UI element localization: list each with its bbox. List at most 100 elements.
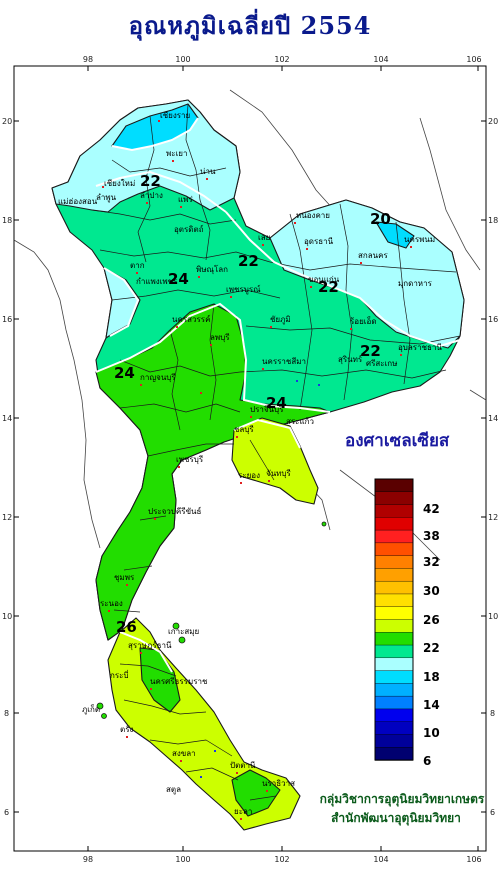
legend-swatch — [374, 657, 414, 672]
unit-label: องศาเซลเซียส — [345, 430, 450, 451]
isotherm-label: 24 — [114, 364, 135, 382]
credit-line-2: สำนักพัฒนาอุตุนิยมวิทยา — [331, 811, 461, 826]
x-tick-top: 102 — [274, 55, 289, 64]
y-tick-right: 14 — [488, 414, 498, 423]
legend-swatch — [374, 734, 414, 748]
place-label: สตูล — [166, 785, 181, 795]
place-label: นราธิวาส — [262, 779, 295, 788]
legend-label: 26 — [423, 613, 440, 627]
station-markers — [102, 120, 412, 820]
place-label: พิษณุโลก — [196, 264, 228, 274]
legend-swatch — [374, 619, 414, 633]
isotherm-label: 22 — [318, 278, 339, 296]
legend-swatch — [374, 632, 414, 646]
thailand-map — [51, 99, 465, 831]
x-tick-top: 98 — [83, 55, 93, 64]
legend-swatch — [374, 721, 414, 736]
legend-frame — [374, 478, 414, 761]
y-tick-left: 12 — [2, 513, 12, 522]
isotherm-label: 22 — [360, 342, 381, 360]
y-tick-right: 10 — [488, 612, 498, 621]
legend-swatch — [374, 670, 414, 685]
y-tick-right: 18 — [488, 216, 498, 225]
place-label: จันทบุรี — [266, 469, 292, 478]
x-tick-top: 106 — [466, 55, 481, 64]
place-label: อุดรธานี — [304, 237, 334, 246]
y-tick-left: 20 — [2, 117, 12, 126]
legend-swatch — [374, 708, 414, 723]
x-tick-bottom: 102 — [274, 855, 289, 864]
legend-swatch — [374, 606, 414, 621]
isotherm-lines — [95, 117, 461, 673]
isotherm-label: 26 — [116, 618, 137, 636]
legend-swatch — [374, 580, 414, 595]
legend-swatch — [374, 491, 414, 506]
isotherm-label: 24 — [168, 270, 189, 288]
legend-swatch — [374, 683, 414, 697]
y-tick-right: 6 — [490, 808, 495, 817]
place-label: นครพนม — [404, 235, 435, 244]
y-tick-right: 12 — [488, 513, 498, 522]
place-label: สุราษฎร์ธานี — [128, 640, 172, 650]
place-label: ชลบุรี — [234, 425, 254, 434]
place-label: ตรัง — [120, 725, 133, 734]
place-label: หนองคาย — [296, 211, 330, 220]
legend-swatch — [374, 542, 414, 557]
legend-swatch — [374, 644, 414, 659]
place-label: เกาะสมุย — [168, 627, 199, 636]
legend-swatch — [374, 504, 414, 519]
x-tick-bottom: 98 — [83, 855, 93, 864]
legend-color-bar — [374, 478, 414, 761]
place-label: สระแก้ว — [286, 417, 314, 426]
x-tick-top: 104 — [373, 55, 388, 64]
legend-label: 42 — [423, 502, 440, 516]
place-label: ขอนแก่น — [308, 275, 340, 284]
map-title: อุณหภูมิเฉลี่ยปี 2554 — [128, 11, 372, 40]
place-label: เชียงราย — [160, 111, 190, 120]
place-label: สกลนคร — [358, 251, 388, 260]
x-tick-bottom: 100 — [175, 855, 190, 864]
place-label: เลย — [258, 233, 270, 242]
legend-label: 22 — [423, 641, 440, 655]
isotherm-label: 22 — [140, 172, 161, 190]
zone-26-central — [95, 303, 331, 641]
isotherm-label: 22 — [238, 252, 259, 270]
station-markers-blue — [200, 380, 320, 778]
place-label: เพชรบูรณ์ — [226, 284, 261, 295]
legend-label: 10 — [423, 726, 440, 740]
x-tick-top: 100 — [175, 55, 190, 64]
place-label: ศรีสะเกษ — [366, 359, 397, 368]
place-label: กระบี่ — [110, 669, 129, 680]
y-tick-left: 14 — [2, 414, 12, 423]
isotherm-label: 20 — [370, 210, 391, 228]
legend-swatch — [374, 478, 414, 493]
place-label: ลำปาง — [140, 191, 163, 200]
frame-ticks — [14, 66, 486, 851]
legend-swatch — [374, 747, 414, 761]
place-label: ยะลา — [234, 807, 252, 816]
legend-swatch — [374, 568, 414, 582]
legend-swatch — [374, 555, 414, 570]
place-label: พะเยา — [166, 149, 187, 158]
place-label: ชัยภูมิ — [270, 315, 291, 325]
x-tick-bottom: 104 — [373, 855, 388, 864]
zone-26-deep-south — [231, 769, 281, 817]
place-label: แพร่ — [178, 195, 193, 204]
place-labels: เชียงราย แม่ฮ่องสอน เชียงใหม่ ลำพูน พะเย… — [58, 111, 442, 816]
place-label: สงขลา — [172, 749, 196, 758]
place-label: นครศรีธรรมราช — [150, 677, 208, 686]
y-tick-left: 6 — [4, 808, 9, 817]
place-label: ระยอง — [238, 471, 260, 480]
place-label: อุบลราชธานี — [398, 343, 442, 352]
legend-swatch — [374, 529, 414, 544]
place-label: ปราจีนบุรี — [250, 405, 284, 414]
place-label: น่าน — [200, 167, 216, 176]
y-tick-right: 16 — [488, 315, 498, 324]
y-tick-left: 16 — [2, 315, 12, 324]
place-label: เชียงใหม่ — [104, 179, 135, 188]
place-label: นครราชสีมา — [262, 357, 306, 366]
place-label: มุกดาหาร — [398, 279, 433, 288]
place-label: ตาก — [130, 261, 145, 270]
y-tick-right: 8 — [490, 709, 495, 718]
